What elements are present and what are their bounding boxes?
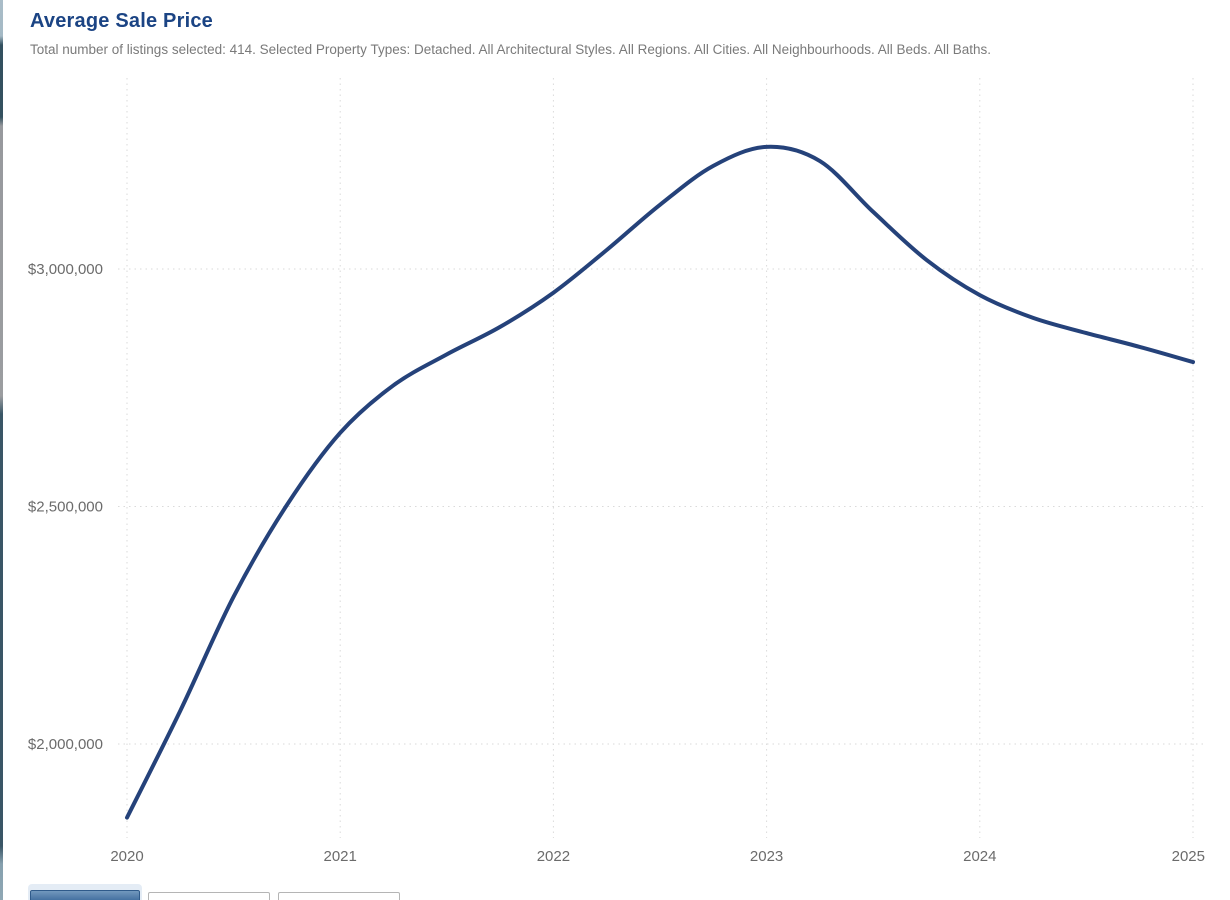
y-axis-label: $2,500,000 (28, 498, 103, 515)
price-line-series (125, 144, 1195, 820)
y-axis-label: $3,000,000 (28, 261, 103, 278)
range-button-2[interactable] (148, 892, 270, 900)
x-axis-label: 2025 (1172, 848, 1205, 865)
range-selector (30, 884, 630, 900)
x-axis-label: 2023 (750, 848, 783, 865)
range-button-1-selected[interactable] (30, 890, 140, 900)
chart-header: Average Sale Price Total number of listi… (30, 10, 1220, 57)
range-button-3[interactable] (278, 892, 400, 900)
y-axis-label: $2,000,000 (28, 736, 103, 753)
page-title: Average Sale Price (30, 10, 213, 32)
x-axis-label: 2024 (963, 848, 996, 865)
filter-summary: Total number of listings selected: 414. … (30, 42, 992, 57)
x-axis-label: 2022 (537, 848, 570, 865)
x-axis-label: 2021 (324, 848, 357, 865)
window-left-edge (0, 0, 3, 900)
x-axis-label: 2020 (110, 848, 143, 865)
